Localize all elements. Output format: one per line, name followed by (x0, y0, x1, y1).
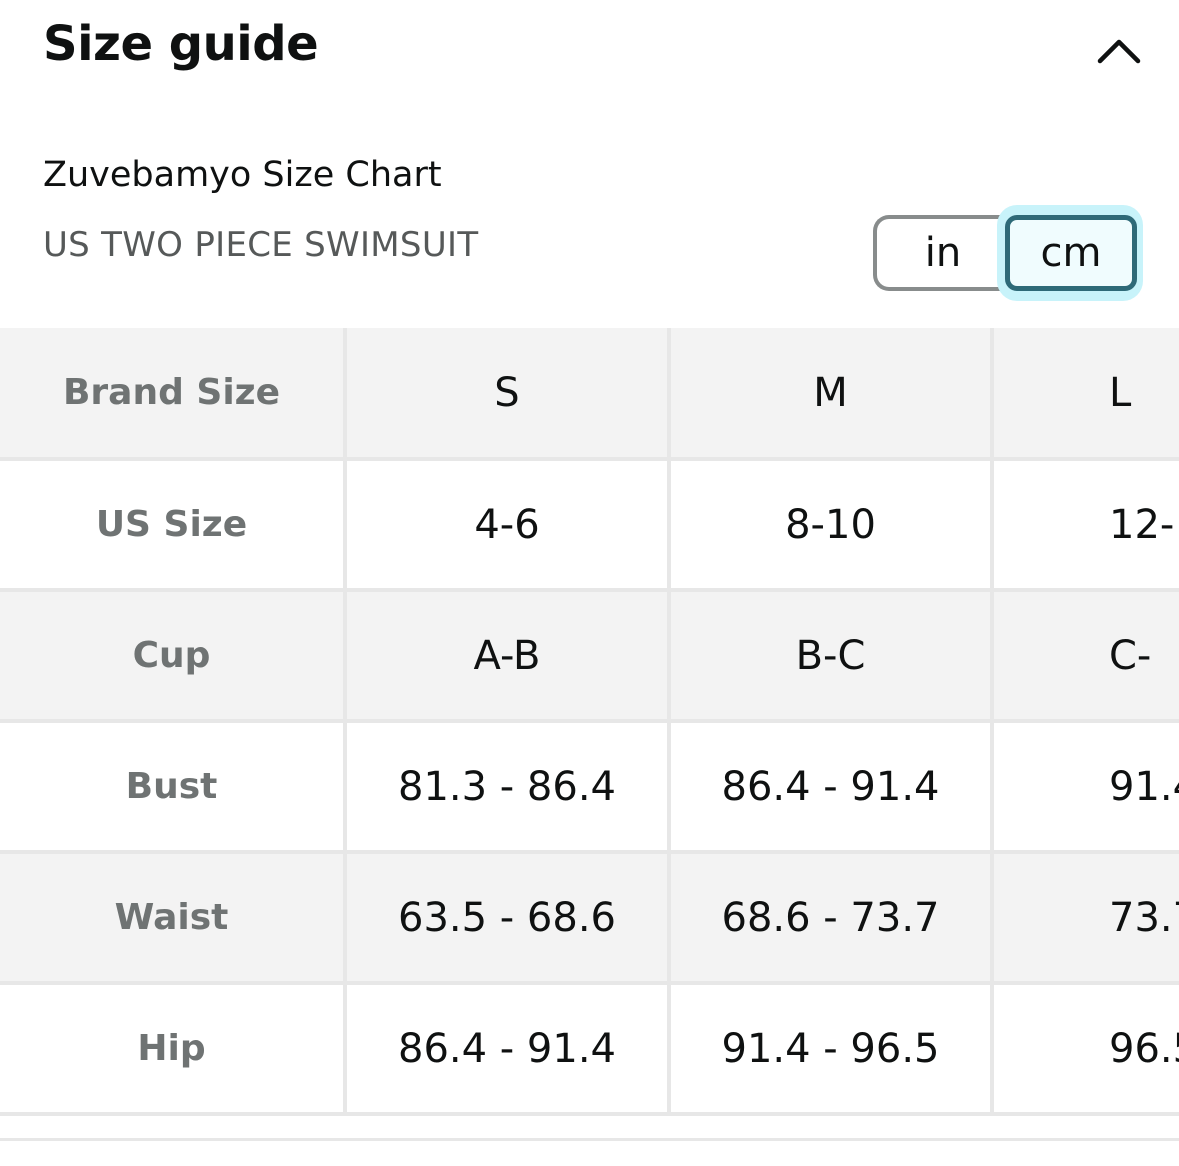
table-cell: 81.3 - 86.4 (343, 719, 671, 854)
table-cell: 96.5 - (990, 981, 1179, 1116)
table-cell: C- (990, 588, 1179, 723)
table-bottom-divider (0, 1138, 1179, 1141)
row-label: Waist (0, 850, 347, 985)
table-row: Brand Size S M L (0, 328, 1179, 461)
table-cell: 63.5 - 68.6 (343, 850, 671, 985)
size-table: Brand Size S M L US Size 4-6 8-10 12- Cup A-B B-C C… (0, 328, 1179, 1116)
row-label: Bust (0, 719, 347, 854)
table-cell: 86.4 - 91.4 (343, 981, 671, 1116)
table-row: Cup A-B B-C C- (0, 588, 1179, 723)
table-cell: 12- (990, 457, 1179, 592)
size-table-scroll[interactable]: Brand Size S M L US Size 4-6 8-10 12- Cup A-B B-C C… (0, 328, 1179, 1142)
chevron-up-icon (1097, 39, 1141, 64)
size-guide-header: Size guide (0, 0, 1179, 100)
table-cell: 73.7 - (990, 850, 1179, 985)
table-cell: 68.6 - 73.7 (667, 850, 994, 985)
page-title: Size guide (43, 16, 319, 72)
collapse-button[interactable] (1086, 20, 1152, 80)
table-cell: L (990, 328, 1179, 461)
table-cell: 4-6 (343, 457, 671, 592)
table-cell: A-B (343, 588, 671, 723)
unit-in-button[interactable]: in (873, 215, 1009, 291)
row-label: Hip (0, 981, 347, 1116)
chart-subtitle: US TWO PIECE SWIMSUIT (43, 225, 479, 265)
unit-toggle: in cm (873, 205, 1143, 301)
table-row: US Size 4-6 8-10 12- (0, 457, 1179, 592)
table-cell: 8-10 (667, 457, 994, 592)
unit-cm-button[interactable]: cm (1005, 215, 1137, 291)
row-label: Brand Size (0, 328, 347, 461)
table-cell: M (667, 328, 994, 461)
table-cell: 91.4 - 96.5 (667, 981, 994, 1116)
table-cell: B-C (667, 588, 994, 723)
row-label: US Size (0, 457, 347, 592)
table-cell: S (343, 328, 671, 461)
table-cell: 91.4 - (990, 719, 1179, 854)
row-label: Cup (0, 588, 347, 723)
size-table-body: Brand Size S M L US Size 4-6 8-10 12- Cup A-B B-C C… (0, 328, 1179, 1116)
table-cell: 86.4 - 91.4 (667, 719, 994, 854)
chart-title: Zuvebamyo Size Chart (43, 155, 442, 195)
